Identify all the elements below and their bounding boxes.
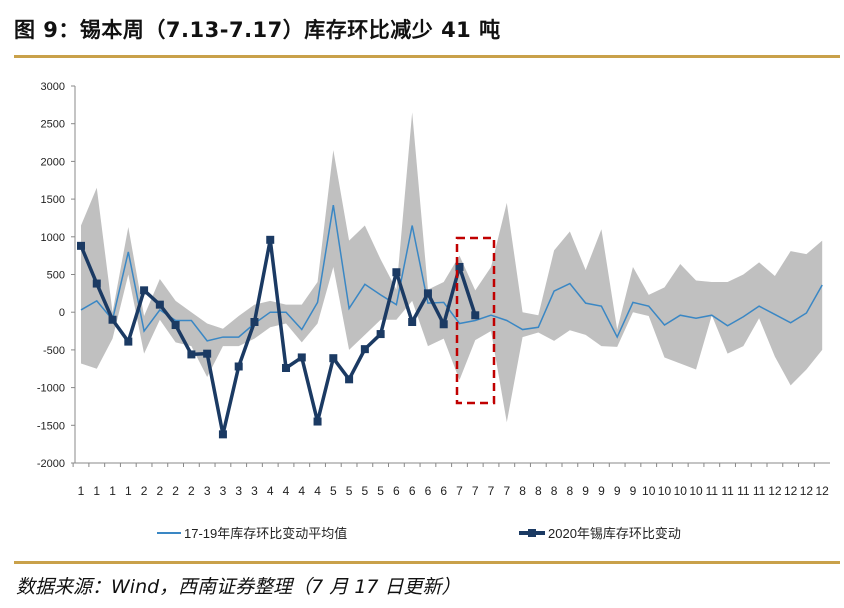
x-tick-label: 9 xyxy=(614,484,621,498)
series-2020-marker xyxy=(471,311,480,320)
y-tick-label: -500 xyxy=(43,345,65,357)
series-2020-marker xyxy=(329,354,338,363)
x-tick-label: 6 xyxy=(393,484,400,498)
series-2020-marker xyxy=(203,349,212,358)
x-tick-label: 6 xyxy=(409,484,416,498)
x-tick-label: 12 xyxy=(768,484,782,498)
series-2020-marker xyxy=(155,300,164,309)
x-tick-label: 11 xyxy=(737,484,750,498)
x-tick-label: 4 xyxy=(298,484,305,498)
x-tick-label: 3 xyxy=(251,484,258,498)
x-tick-label: 7 xyxy=(488,484,495,498)
x-tick-label: 10 xyxy=(674,484,688,498)
series-2020-marker xyxy=(282,363,291,372)
x-tick-label: 9 xyxy=(598,484,605,498)
x-tick-label: 8 xyxy=(551,484,558,498)
x-tick-label: 7 xyxy=(472,484,479,498)
x-tick-label: 5 xyxy=(346,484,353,498)
x-tick-label: 5 xyxy=(377,484,384,498)
source-note: 数据来源：Wind，西南证券整理（7 月 17 日更新） xyxy=(16,576,461,598)
y-tick-label: 3000 xyxy=(41,81,65,93)
x-tick-label: 11 xyxy=(753,484,766,498)
series-2020-marker xyxy=(266,235,275,244)
x-tick-label: 10 xyxy=(658,484,672,498)
x-tick-label: 7 xyxy=(503,484,510,498)
y-tick-label: 0 xyxy=(59,307,65,319)
series-2020-marker xyxy=(92,279,101,288)
legend: 17-19年库存环比变动平均值 2020年锡库存环比变动 xyxy=(157,526,681,541)
series-2020-marker xyxy=(234,362,243,371)
series-2020-marker xyxy=(171,321,180,330)
series-2020-marker xyxy=(392,268,401,277)
figure-title: 图 9：锡本周（7.13-7.17）库存环比减少 41 吨 xyxy=(14,18,501,42)
x-tick-label: 12 xyxy=(816,484,830,498)
x-tick-label: 8 xyxy=(535,484,542,498)
series-2020-marker xyxy=(313,417,322,426)
series-2020-marker xyxy=(140,286,149,295)
series-2020-marker xyxy=(423,289,432,298)
x-tick-label: 4 xyxy=(314,484,321,498)
x-tick-label: 12 xyxy=(784,484,798,498)
legend-2020-label: 2020年锡库存环比变动 xyxy=(548,526,681,541)
series-2020-marker xyxy=(439,320,448,329)
x-tick-label: 2 xyxy=(188,484,195,498)
x-tick-label: 9 xyxy=(630,484,637,498)
y-tick-label: -1500 xyxy=(37,420,65,432)
x-tick-label: 3 xyxy=(235,484,242,498)
x-tick-label: 6 xyxy=(440,484,447,498)
series-2020-marker xyxy=(124,337,133,346)
series-2020-marker xyxy=(345,375,354,384)
x-tick-label: 5 xyxy=(330,484,337,498)
x-tick-label: 8 xyxy=(567,484,574,498)
series-2020-marker xyxy=(187,350,196,359)
bottom-rule xyxy=(14,561,840,564)
top-rule xyxy=(14,55,840,58)
y-tick-label: 1500 xyxy=(41,194,65,206)
legend-2020-marker xyxy=(528,529,536,537)
highlight-box xyxy=(455,236,496,405)
x-tick-label: 5 xyxy=(362,484,369,498)
range-band xyxy=(81,112,823,423)
x-tick-label: 7 xyxy=(456,484,463,498)
x-tick-label: 9 xyxy=(582,484,589,498)
x-tick-label: 10 xyxy=(689,484,703,498)
x-tick-label: 12 xyxy=(800,484,814,498)
x-tick-label: 2 xyxy=(141,484,148,498)
x-tick-label: 3 xyxy=(220,484,227,498)
series-2020-marker xyxy=(360,345,369,354)
legend-avg-label: 17-19年库存环比变动平均值 xyxy=(184,526,347,541)
series-2020-marker xyxy=(108,315,117,324)
chart: 3000 2500 2000 1500 1000 500 0 -500 -1000 -1500 -2… xyxy=(37,81,830,541)
x-tick-label: 6 xyxy=(425,484,432,498)
y-tick-label: 500 xyxy=(47,270,65,282)
x-tick-label: 4 xyxy=(283,484,290,498)
x-tick-label: 8 xyxy=(519,484,526,498)
series-2020-marker xyxy=(250,318,259,327)
x-tick-label: 1 xyxy=(78,484,85,498)
series-2020-marker xyxy=(455,262,464,271)
y-tick-label: 2000 xyxy=(41,156,65,168)
x-tick-label: 1 xyxy=(125,484,132,498)
x-tick-label: 1 xyxy=(93,484,100,498)
series-2020-marker xyxy=(218,430,227,439)
x-tick-label: 4 xyxy=(267,484,274,498)
x-tick-label: 11 xyxy=(706,484,719,498)
x-tick-label: 2 xyxy=(157,484,164,498)
series-2020-marker xyxy=(77,241,85,250)
x-tick-label: 11 xyxy=(721,484,734,498)
x-tick-label: 2 xyxy=(172,484,179,498)
avg-line xyxy=(80,205,823,342)
series-2020-marker xyxy=(376,330,385,339)
x-tick-label: 10 xyxy=(642,484,656,498)
y-tick-label: -1000 xyxy=(37,383,65,395)
series-2020-marker xyxy=(408,318,417,327)
y-tick-label: 2500 xyxy=(41,119,65,131)
y-tick-label: 1000 xyxy=(41,232,65,244)
x-tick-label: 3 xyxy=(204,484,211,498)
x-tick-label: 1 xyxy=(109,484,116,498)
y-tick-label: -2000 xyxy=(37,458,65,470)
series-2020-marker xyxy=(297,353,306,362)
